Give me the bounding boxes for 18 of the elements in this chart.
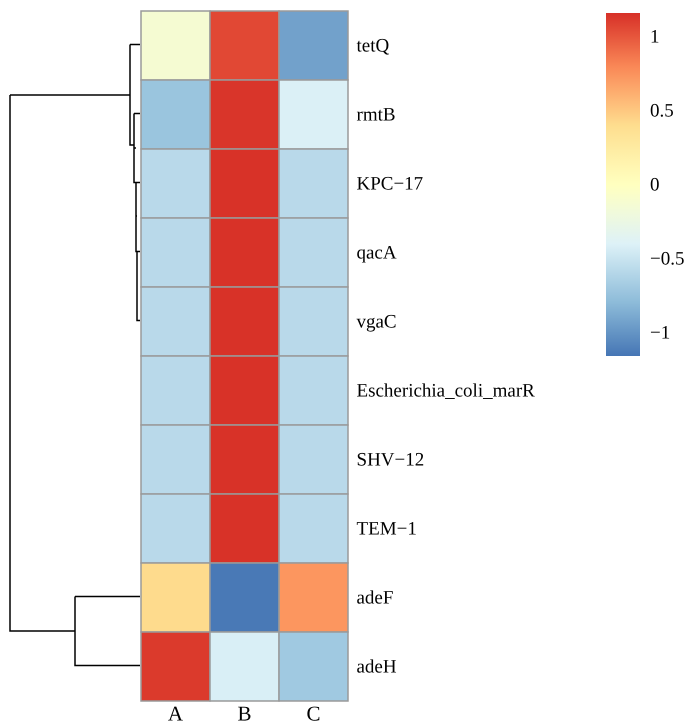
y-tick-label: rmtB [356, 104, 396, 126]
color-bar-label: 0 [650, 174, 660, 196]
y-tick-label: Escherichia_coli_marR [356, 380, 536, 402]
color-bar-label: 0.5 [650, 100, 674, 122]
color-bar-label: 1 [650, 26, 660, 48]
x-tick-label: C [306, 702, 321, 726]
y-tick-label: KPC−17 [356, 174, 424, 194]
y-tick-label: adeF [356, 588, 394, 608]
y-tick-label: vgaC [356, 312, 397, 332]
y-tick-label: qacA [356, 242, 397, 264]
x-tick-label: B [237, 702, 252, 726]
y-tick-label: adeH [356, 656, 397, 678]
x-tick-label: A [168, 702, 184, 726]
y-tick-label: SHV−12 [356, 450, 424, 470]
color-bar-label: −1 [650, 322, 670, 344]
y-tick-label: tetQ [356, 36, 390, 56]
color-bar-label: −0.5 [650, 248, 684, 270]
y-tick-label: TEM−1 [356, 518, 417, 540]
